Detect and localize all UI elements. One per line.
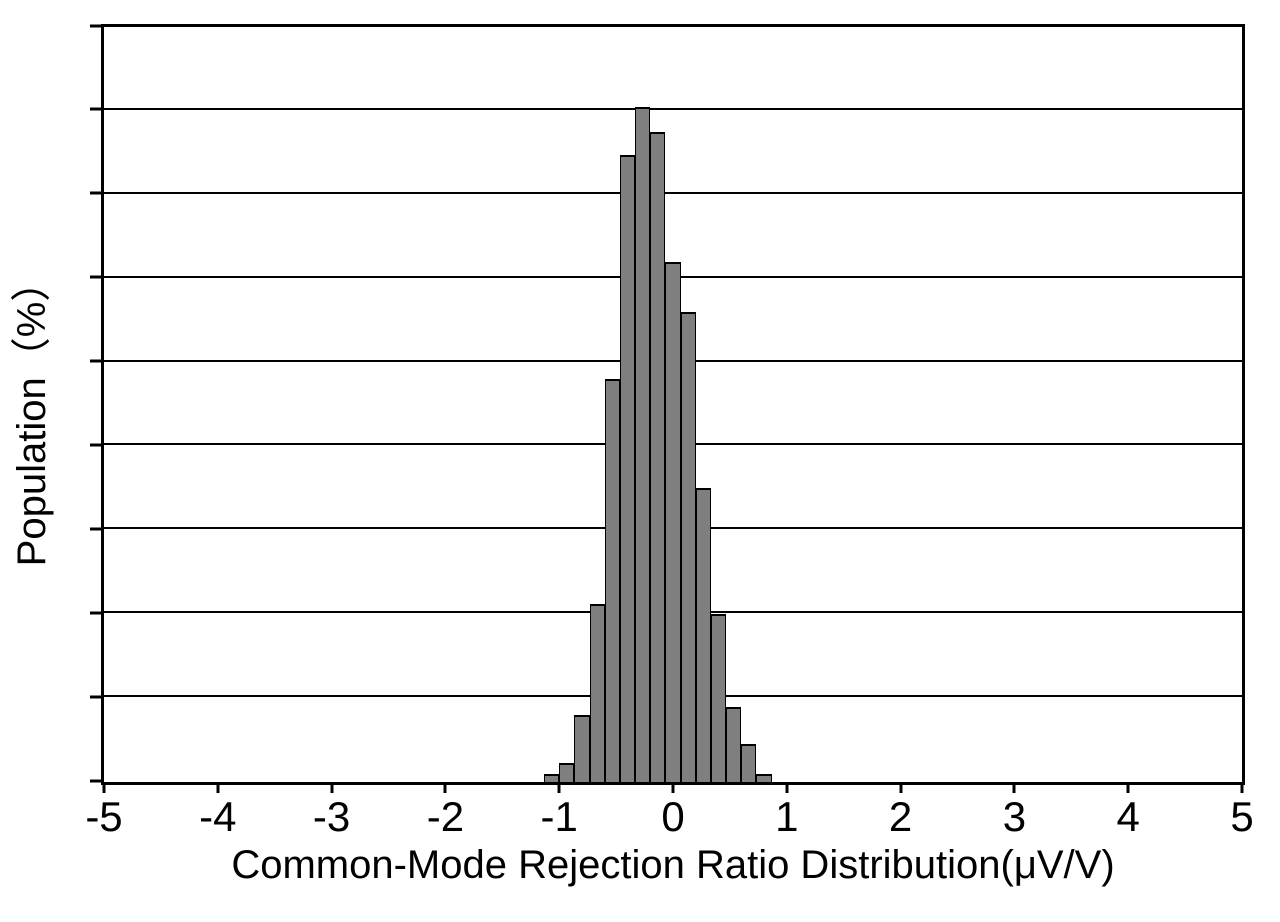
histogram-bar xyxy=(544,773,560,782)
x-axis-tick xyxy=(785,782,789,793)
y-axis-tick xyxy=(90,191,101,195)
y-axis-title: Population（%） xyxy=(10,261,54,567)
x-axis-title: Common-Mode Rejection Ratio Distribution… xyxy=(231,843,1115,887)
histogram-bar xyxy=(695,488,711,782)
y-axis-tick xyxy=(90,24,101,27)
histogram-bar xyxy=(710,614,727,782)
x-axis-tick-label: -1 xyxy=(540,793,578,840)
histogram-bar xyxy=(604,379,620,782)
x-axis-tick-label: 0 xyxy=(661,793,685,840)
x-axis-tick xyxy=(1126,782,1130,793)
histogram-bar xyxy=(589,603,605,782)
x-axis-tick-label: -4 xyxy=(199,793,237,840)
x-axis-tick-label: 4 xyxy=(1116,793,1140,840)
plot-area: -5 -4 -3 -2 -1 0 1 2 3 4 5 xyxy=(85,24,1254,838)
histogram-bar xyxy=(665,261,681,782)
x-axis-tick-label: 5 xyxy=(1230,793,1254,840)
x-axis-tick xyxy=(671,782,675,793)
y-gridline xyxy=(104,191,1242,194)
x-axis-tick xyxy=(102,782,106,793)
x-axis-tick xyxy=(557,782,561,793)
histogram-bar xyxy=(619,154,636,782)
y-axis-tick xyxy=(90,611,101,615)
histogram-bar xyxy=(574,714,590,782)
x-axis-tick xyxy=(1240,782,1244,793)
y-axis-tick xyxy=(90,359,101,363)
y-axis-tick xyxy=(90,527,101,531)
x-axis-tick-label: 1 xyxy=(775,793,799,840)
y-axis-tick xyxy=(90,443,101,447)
x-axis-tick-label: -2 xyxy=(426,793,465,840)
x-axis-tick-label: 3 xyxy=(1002,793,1027,840)
x-axis-tick-label: -5 xyxy=(85,793,123,840)
histogram-bar xyxy=(650,131,666,782)
x-axis-tick xyxy=(216,782,220,793)
histogram-bar xyxy=(559,763,575,782)
x-axis-tick xyxy=(330,782,334,793)
histogram-bar xyxy=(680,312,696,782)
y-gridline xyxy=(104,107,1242,110)
y-axis-tick xyxy=(90,275,101,279)
histogram-bar xyxy=(635,106,651,782)
histogram-bar xyxy=(726,706,742,782)
histogram-bar xyxy=(741,744,757,782)
histogram-bar xyxy=(756,773,772,782)
y-axis-tick xyxy=(90,107,101,111)
y-axis-tick xyxy=(90,695,101,699)
x-axis-tick xyxy=(443,782,447,793)
y-axis-tick xyxy=(90,779,101,782)
x-axis-tick xyxy=(1012,782,1016,793)
x-axis-tick xyxy=(899,782,903,793)
x-axis-tick-label: -3 xyxy=(312,793,351,840)
x-axis-tick-label: 2 xyxy=(888,793,913,840)
